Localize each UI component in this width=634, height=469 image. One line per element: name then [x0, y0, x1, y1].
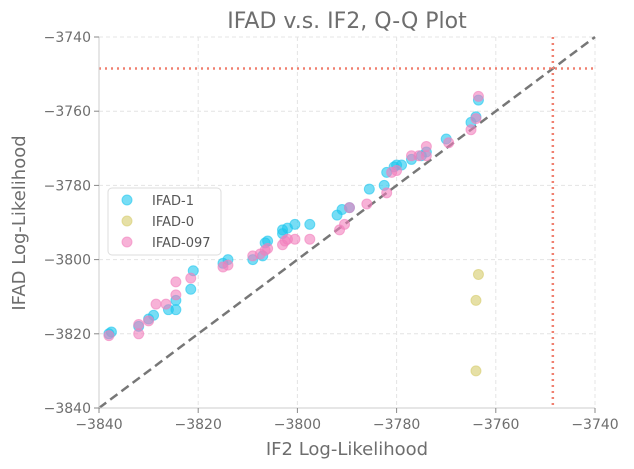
point-ifad-097	[185, 272, 197, 284]
legend-label-ifad-1: IFAD-1	[152, 194, 194, 209]
point-ifad-097	[170, 289, 182, 301]
point-ifad-097	[381, 187, 393, 199]
point-ifad-097	[465, 124, 477, 136]
axes: −3840 −3820 −3800 −3780 −3760 −3740 −3840 −3820…	[44, 30, 619, 433]
point-ifad-1	[170, 304, 182, 316]
x-tick-label: −3800	[274, 417, 321, 433]
legend-label-ifad-0: IFAD-0	[152, 215, 194, 230]
point-ifad-1	[289, 218, 301, 230]
point-ifad-097	[262, 242, 274, 254]
y-tick-label: −3840	[44, 401, 91, 417]
point-ifad-097	[470, 113, 482, 125]
point-ifad-097	[420, 140, 432, 152]
point-ifad-097	[391, 165, 403, 177]
x-tick-label: −3740	[571, 417, 618, 433]
data-points	[103, 90, 484, 377]
point-ifad-1	[304, 218, 316, 230]
point-ifad-097	[103, 330, 115, 342]
point-ifad-097	[443, 137, 455, 149]
y-tick-label: −3800	[44, 253, 91, 269]
point-ifad-097	[150, 298, 162, 310]
legend-marker-ifad-0	[121, 215, 133, 227]
y-tick-label: −3760	[44, 104, 91, 120]
y-axis-label: IFAD Log-Likelihood	[9, 135, 30, 310]
x-tick-label: −3820	[175, 417, 222, 433]
legend-box	[107, 187, 222, 256]
point-ifad-0	[472, 268, 484, 280]
x-tick-label: −3760	[472, 417, 519, 433]
x-tick-label: −3840	[75, 417, 122, 433]
point-ifad-097	[289, 233, 301, 245]
point-ifad-097	[339, 218, 351, 230]
point-ifad-0	[470, 294, 482, 306]
point-ifad-097	[133, 328, 145, 340]
y-tick-label: −3780	[44, 178, 91, 194]
legend-marker-ifad-097	[121, 236, 133, 248]
point-ifad-0	[470, 365, 482, 377]
point-ifad-1	[185, 283, 197, 295]
y-tick-label: −3820	[44, 327, 91, 343]
point-ifad-097	[343, 202, 355, 214]
point-ifad-097	[133, 319, 145, 331]
legend-label-ifad-097: IFAD-097	[152, 236, 211, 251]
point-ifad-097	[170, 276, 182, 288]
x-axis-label: IF2 Log-Likelihood	[266, 439, 428, 460]
chart-title: IFAD v.s. IF2, Q-Q Plot	[227, 9, 467, 34]
x-tick-label: −3780	[373, 417, 420, 433]
point-ifad-097	[361, 198, 373, 210]
point-ifad-097	[472, 90, 484, 102]
point-ifad-097	[222, 259, 234, 271]
legend: IFAD-1 IFAD-0 IFAD-097	[107, 187, 222, 256]
y-tick-label: −3740	[44, 30, 91, 46]
point-ifad-097	[420, 150, 432, 162]
point-ifad-097	[304, 233, 316, 245]
legend-marker-ifad-1	[121, 194, 133, 206]
point-ifad-097	[160, 298, 172, 310]
point-ifad-097	[143, 315, 155, 327]
point-ifad-1	[363, 183, 375, 195]
